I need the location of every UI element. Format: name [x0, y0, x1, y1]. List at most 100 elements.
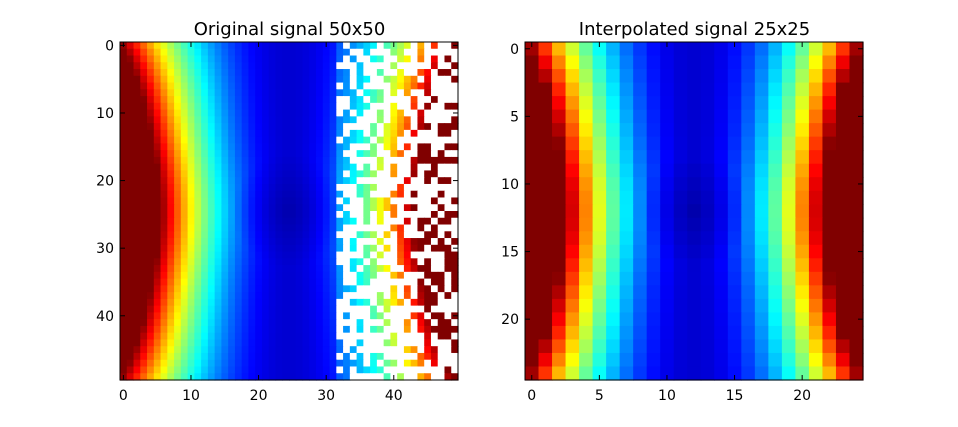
heatmap-cell: [295, 136, 304, 144]
heatmap-cell: [754, 177, 769, 192]
heatmap-cell: [268, 177, 277, 185]
heatmap-cell: [336, 258, 344, 266]
heatmap-cell: [390, 319, 398, 327]
heatmap-cell: [207, 163, 216, 172]
heatmap-cell: [356, 325, 364, 334]
heatmap-cell: [255, 339, 263, 347]
heatmap-cell: [343, 150, 351, 158]
heatmap-cell: [370, 346, 378, 354]
heatmap-cell: [565, 163, 580, 178]
heatmap-cell: [147, 285, 155, 293]
heatmap-cell: [579, 271, 594, 286]
heatmap-cell: [228, 258, 236, 266]
heatmap-cell: [451, 82, 459, 90]
heatmap-cell: [248, 352, 256, 361]
heatmap-cell: [187, 292, 195, 300]
heatmap-cell: [187, 75, 195, 84]
heatmap-cell: [201, 211, 209, 219]
heatmap-cell: [133, 55, 141, 63]
heatmap-cell: [126, 204, 135, 212]
heatmap-cell: [619, 163, 634, 178]
heatmap-cell: [741, 366, 756, 381]
heatmap-cell: [302, 271, 310, 280]
heatmap-cell: [133, 346, 141, 354]
heatmap-cell: [268, 156, 277, 165]
heatmap-cell: [133, 373, 141, 381]
heatmap-cell: [316, 217, 324, 226]
heatmap-cell: [660, 55, 675, 70]
heatmap-cell: [808, 109, 824, 124]
heatmap-cell: [768, 190, 783, 205]
heatmap-cell: [444, 89, 452, 97]
heatmap-cell: [147, 163, 155, 172]
heatmap-cell: [424, 231, 432, 239]
heatmap-cell: [383, 177, 391, 185]
heatmap-cell: [795, 325, 810, 341]
heatmap-cell: [261, 244, 270, 253]
heatmap-cell: [633, 96, 648, 111]
heatmap-cell: [417, 312, 425, 320]
heatmap-cell: [727, 204, 742, 219]
heatmap-cell: [727, 325, 742, 341]
heatmap-cell: [606, 312, 621, 327]
heatmap-cell: [343, 183, 351, 192]
heatmap-cell: [316, 190, 324, 199]
heatmap-cell: [525, 312, 540, 327]
heatmap-cell: [295, 42, 304, 50]
heatmap-cell: [565, 69, 580, 84]
heatmap-cell: [370, 136, 378, 144]
heatmap-cell: [316, 150, 324, 158]
heatmap-cell: [363, 183, 371, 192]
heatmap-cell: [268, 183, 277, 192]
heatmap-cell: [383, 217, 391, 226]
heatmap-cell: [781, 55, 796, 70]
heatmap-cell: [133, 156, 141, 165]
heatmap-cell: [437, 190, 446, 199]
heatmap-cell: [356, 190, 364, 199]
heatmap-cell: [174, 170, 182, 178]
heatmap-cell: [234, 163, 243, 172]
heatmap-cell: [437, 305, 446, 313]
heatmap-cell: [261, 62, 270, 70]
heatmap-cell: [646, 244, 661, 259]
heatmap-cell: [140, 325, 148, 334]
heatmap-cell: [727, 190, 742, 205]
heatmap-cell: [383, 75, 391, 84]
heatmap-cell: [248, 183, 256, 192]
heatmap-cell: [822, 339, 837, 354]
heatmap-cell: [592, 298, 607, 313]
heatmap-cell: [700, 298, 715, 313]
heatmap-cell: [376, 352, 385, 361]
heatmap-cell: [207, 305, 216, 313]
heatmap-cell: [295, 278, 304, 286]
heatmap-cell: [228, 217, 236, 226]
heatmap-cell: [538, 150, 553, 165]
heatmap-cell: [538, 312, 553, 327]
heatmap-cell: [444, 298, 452, 307]
heatmap-cell: [261, 143, 270, 151]
heatmap-cell: [835, 217, 851, 232]
heatmap-cell: [214, 231, 222, 239]
heatmap-cell: [565, 258, 580, 273]
heatmap-cell: [390, 204, 398, 212]
heatmap-cell: [322, 339, 331, 347]
heatmap-cell: [153, 156, 162, 165]
heatmap-cell: [781, 136, 796, 151]
heatmap-cell: [248, 312, 256, 320]
heatmap-cell: [140, 366, 148, 374]
heatmap-cell: [687, 177, 702, 192]
heatmap-cell: [417, 359, 425, 368]
heatmap-cell: [282, 123, 290, 131]
heatmap-cell: [417, 251, 425, 259]
heatmap-cell: [275, 116, 283, 124]
heatmap-cell: [126, 150, 135, 158]
heatmap-cell: [700, 271, 715, 286]
heatmap-cell: [255, 251, 263, 259]
heatmap-cell: [316, 298, 324, 307]
heatmap-cell: [397, 75, 405, 84]
heatmap-cell: [343, 89, 351, 97]
heatmap-cell: [140, 373, 148, 381]
heatmap-cell: [322, 251, 331, 259]
heatmap-cell: [126, 285, 135, 293]
heatmap-cell: [322, 82, 331, 90]
